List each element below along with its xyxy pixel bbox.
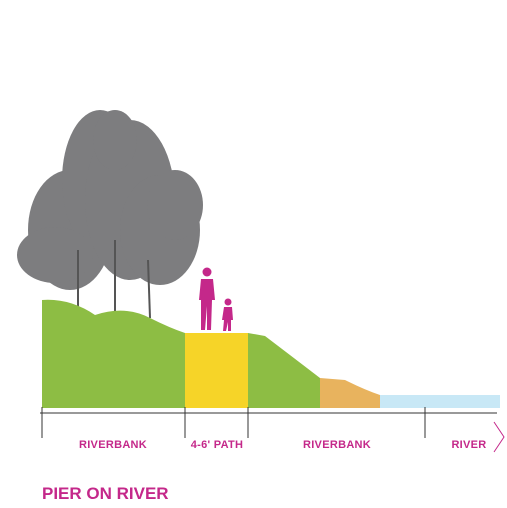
section-label: RIVERBANK [303, 439, 371, 451]
section-label: RIVER [451, 439, 486, 451]
people [199, 268, 233, 332]
path [185, 333, 248, 408]
section-label: RIVERBANK [79, 439, 147, 451]
diagram: RIVERBANK 4-6' PATH RIVERBANK RIVER PIER… [0, 0, 507, 508]
shore [320, 378, 380, 408]
riverbank-right [248, 333, 320, 408]
riverbank-left [42, 300, 185, 408]
trees [17, 110, 203, 290]
river [380, 395, 500, 408]
section-label: 4-6' PATH [191, 439, 244, 451]
title: PIER ON RIVER [42, 484, 169, 503]
